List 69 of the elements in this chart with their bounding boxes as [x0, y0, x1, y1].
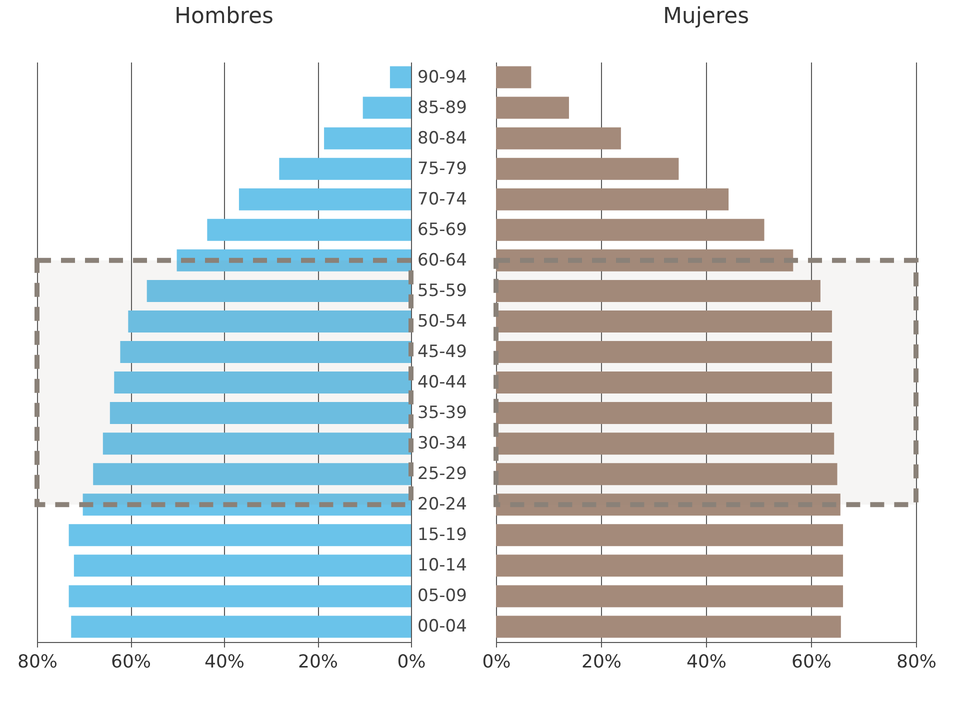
bar: [496, 127, 621, 150]
y-tick-label: 55-59: [418, 280, 467, 301]
bar: [496, 524, 844, 546]
x-tick-label: 80%: [896, 652, 937, 672]
bar: [496, 554, 844, 577]
x-tick-label: 0%: [397, 652, 426, 672]
bar: [120, 341, 411, 363]
y-tick-label: 05-09: [418, 586, 467, 606]
y-tick-label: 10-14: [418, 556, 467, 576]
bar: [496, 585, 844, 608]
y-tick-label: 35-39: [418, 403, 467, 424]
y-tick-label: 75-79: [418, 158, 467, 179]
y-tick-label: 00-04: [418, 616, 467, 637]
y-tick-label: 85-89: [418, 98, 467, 118]
y-tick-label: 70-74: [418, 189, 467, 210]
bar: [82, 494, 411, 516]
bar: [390, 66, 411, 88]
bar: [68, 585, 411, 608]
y-tick-label: 80-84: [418, 128, 467, 148]
x-tick-label: 60%: [110, 652, 152, 672]
bar: [496, 372, 832, 394]
bar: [207, 218, 411, 241]
bar: [146, 280, 411, 302]
bar: [74, 554, 411, 577]
bar: [496, 188, 729, 210]
bar: [93, 463, 411, 486]
bar: [68, 524, 411, 546]
bar: [496, 249, 794, 272]
y-tick-label: 20-24: [418, 494, 467, 515]
bar: [324, 127, 411, 150]
bar: [279, 158, 411, 180]
x-tick-label: 40%: [686, 652, 727, 672]
y-tick-label: 15-19: [418, 525, 467, 546]
x-tick-label: 40%: [204, 652, 245, 672]
y-tick-label: 50-54: [418, 311, 467, 332]
x-tick-label: 20%: [581, 652, 622, 672]
bar: [496, 280, 820, 302]
bar: [496, 218, 764, 241]
x-tick-label: 80%: [17, 652, 58, 672]
y-tick-label: 40-44: [418, 372, 467, 393]
bar: [496, 463, 838, 486]
y-tick-label: 90-94: [418, 67, 467, 88]
bar: [496, 96, 569, 119]
x-tick-label: 20%: [298, 652, 338, 672]
y-tick-label: 25-29: [418, 464, 467, 484]
bar: [496, 158, 679, 180]
bar: [176, 249, 411, 272]
chart-title: Hombres: [174, 4, 274, 29]
chart-title: Mujeres: [662, 4, 750, 29]
y-tick-label: 45-49: [418, 342, 467, 362]
bar: [496, 616, 841, 638]
bar: [114, 372, 411, 394]
bar: [496, 341, 832, 363]
x-tick-label: 60%: [791, 652, 832, 672]
x-tick-label: 0%: [482, 652, 511, 672]
bar: [496, 494, 840, 516]
bar: [128, 310, 411, 332]
bar: [102, 432, 411, 455]
bar: [496, 402, 832, 424]
bar: [496, 310, 832, 332]
bar: [238, 188, 411, 210]
bar: [362, 96, 411, 119]
bar: [496, 66, 532, 88]
y-tick-label: 30-34: [418, 434, 467, 454]
bar: [110, 402, 411, 424]
y-tick-label: 65-69: [418, 220, 467, 240]
y-tick-label: 60-64: [418, 250, 467, 270]
bar: [496, 432, 834, 455]
bar: [71, 616, 411, 638]
